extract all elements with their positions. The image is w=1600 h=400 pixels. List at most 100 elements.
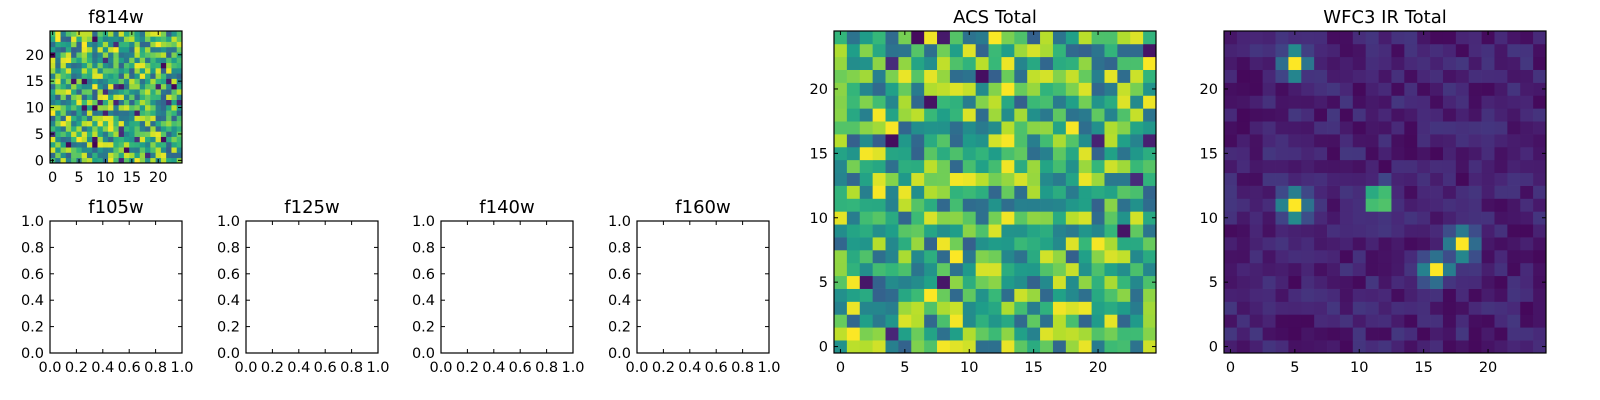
- heatmap-cell: [160, 31, 167, 37]
- heatmap-cell: [81, 41, 88, 48]
- heatmap-cell: [962, 211, 977, 225]
- heatmap-cell: [92, 136, 98, 143]
- heatmap-cell: [134, 89, 141, 95]
- heatmap-cell: [166, 147, 172, 153]
- heatmap-cell: [1065, 82, 1080, 96]
- heatmap-cell: [1404, 211, 1418, 225]
- heatmap-cell: [1314, 95, 1328, 109]
- heatmap-cell: [1430, 185, 1444, 199]
- heatmap-cell: [1040, 56, 1054, 70]
- heatmap-cell: [1481, 275, 1495, 289]
- heatmap-cell: [1249, 262, 1263, 277]
- heatmap-cell: [1507, 43, 1521, 58]
- heatmap-cell: [1314, 43, 1328, 58]
- heatmap-cell: [166, 83, 172, 90]
- heatmap-cell: [988, 185, 1002, 199]
- heatmap-cell: [176, 141, 183, 148]
- heatmap-cell: [1065, 56, 1080, 70]
- heatmap-cell: [1236, 134, 1251, 148]
- heatmap-cell: [129, 147, 135, 153]
- heatmap-cell: [1288, 146, 1302, 161]
- heatmap-cell: [108, 83, 114, 90]
- heatmap-cell: [1391, 249, 1405, 264]
- heatmap-cell: [118, 152, 125, 159]
- heatmap-cell: [885, 43, 899, 58]
- heatmap-cell: [118, 120, 125, 127]
- heatmap-cell: [1442, 301, 1457, 315]
- y-tick-label: 0.6: [21, 267, 44, 283]
- heatmap-cell: [1143, 95, 1157, 109]
- heatmap-cell: [1378, 121, 1392, 135]
- heatmap-cell: [975, 275, 989, 289]
- heatmap-cell: [1224, 56, 1238, 70]
- heatmap-cell: [1130, 172, 1144, 186]
- heatmap-cell: [1391, 43, 1405, 58]
- heatmap-cell: [1507, 31, 1521, 45]
- heatmap-cell: [97, 31, 104, 37]
- heatmap-cell: [834, 185, 848, 199]
- heatmap-cell: [1391, 185, 1405, 199]
- heatmap-cell: [134, 78, 141, 85]
- heatmap-cell: [911, 146, 925, 161]
- heatmap-cell: [1365, 121, 1379, 135]
- heatmap-cell: [1027, 56, 1041, 70]
- heatmap-cell: [1494, 288, 1508, 302]
- heatmap-cell: [924, 108, 938, 122]
- heatmap-cell: [962, 159, 977, 174]
- heatmap-cell: [76, 52, 83, 58]
- heatmap-cell: [1275, 31, 1289, 45]
- heatmap-cell: [834, 56, 848, 70]
- heatmap-cell: [1224, 159, 1238, 174]
- heatmap-cell: [1314, 198, 1328, 212]
- heatmap-cell: [123, 110, 130, 116]
- heatmap-cell: [166, 131, 172, 137]
- heatmap-cell: [129, 110, 135, 116]
- heatmap-cell: [1091, 314, 1105, 328]
- y-tick-label: 10: [26, 101, 44, 117]
- heatmap-cell: [1378, 146, 1392, 161]
- heatmap-cell: [1494, 237, 1508, 251]
- heatmap-cell: [1327, 43, 1341, 58]
- heatmap-cell: [1352, 159, 1367, 174]
- heatmap-cell: [859, 327, 873, 341]
- heatmap-cell: [123, 62, 130, 69]
- heatmap-cell: [134, 52, 141, 58]
- heatmap-cell: [898, 159, 912, 174]
- heatmap-cell: [1275, 198, 1289, 212]
- heatmap-cell: [911, 82, 925, 96]
- heatmap-cell: [71, 62, 77, 69]
- heatmap-cell: [1481, 56, 1495, 70]
- heatmap-cell: [1027, 134, 1041, 148]
- x-tick-label: 0.2: [652, 360, 675, 376]
- heatmap-cell: [1143, 108, 1157, 122]
- x-tick-label: 15: [123, 170, 141, 186]
- heatmap-cell: [1391, 95, 1405, 109]
- heatmap-cell: [859, 198, 873, 212]
- heatmap-cell: [1391, 224, 1405, 238]
- heatmap-cell: [1104, 69, 1118, 83]
- heatmap-cell: [1417, 224, 1431, 238]
- heatmap-cell: [123, 157, 130, 164]
- heatmap-cell: [1091, 146, 1105, 161]
- heatmap-cell: [102, 115, 109, 122]
- x-tick-label: 5: [1290, 360, 1299, 376]
- heatmap-cell: [60, 94, 67, 100]
- heatmap-cell: [92, 110, 98, 116]
- heatmap-cell: [885, 108, 899, 122]
- heatmap-cell: [160, 57, 167, 64]
- heatmap-cell: [1065, 237, 1080, 251]
- heatmap-cell: [1417, 249, 1431, 264]
- heatmap-cell: [1052, 159, 1067, 174]
- heatmap-cell: [1117, 108, 1131, 122]
- heatmap-cell: [129, 94, 135, 100]
- heatmap-cell: [1378, 288, 1392, 302]
- heatmap-cell: [1027, 108, 1041, 122]
- heatmap-cell: [1430, 198, 1444, 212]
- heatmap-cell: [898, 43, 912, 58]
- heatmap-cell: [81, 62, 88, 69]
- heatmap-cell: [1533, 224, 1547, 238]
- heatmap-cell: [1301, 185, 1315, 199]
- heatmap-cell: [123, 120, 130, 127]
- heatmap-cell: [1314, 31, 1328, 45]
- heatmap-cell: [1378, 185, 1392, 199]
